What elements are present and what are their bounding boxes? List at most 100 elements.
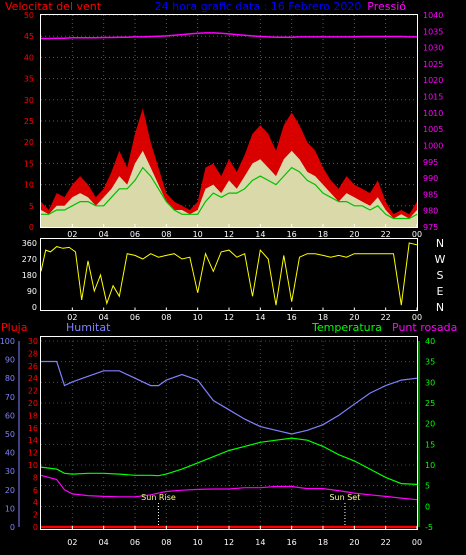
direction-tick-label: 360 (22, 239, 37, 248)
x-tick-label: 10 (193, 230, 203, 239)
temperature-axis-title: Temperatura (311, 321, 382, 334)
wind-tick-label: 0 (29, 223, 34, 232)
x-tick-label: 10 (193, 313, 203, 322)
humidity-tick-label: 90 (5, 356, 15, 365)
sunrise-marker-label: Sun Rise (141, 493, 176, 502)
x-tick-label: 22 (381, 313, 391, 322)
temperature-tick-label: 15 (425, 440, 435, 449)
humidity-tick-label: 70 (5, 393, 15, 402)
x-tick-label: 12 (224, 313, 234, 322)
x-tick-label: 12 (224, 230, 234, 239)
dew-point-line (40, 474, 418, 501)
rain-tick-label: 10 (28, 461, 38, 470)
chart-subtitle: 24 hora grafic data : 16 Febrero 2020 (155, 0, 362, 13)
pressure-tick-label: 1010 (423, 109, 443, 118)
pressure-tick-label: 990 (423, 174, 438, 183)
rain-axis-title: Pluja (1, 321, 27, 334)
x-tick-label: 16 (287, 230, 297, 239)
climate-panel: 0102030405060708090100024681012141618202… (0, 337, 435, 547)
x-tick-label: 22 (381, 230, 391, 239)
x-tick-label: 14 (255, 538, 265, 547)
rain-tick-label: 22 (28, 387, 38, 396)
wind-tick-label: 45 (24, 32, 34, 41)
rain-tick-label: 16 (28, 424, 38, 433)
x-tick-label: 18 (318, 313, 328, 322)
wind-axis-title: Velocitat del vent (5, 0, 102, 13)
wind-tick-label: 10 (24, 181, 34, 190)
compass-label: E (437, 285, 444, 298)
temperature-tick-label: 10 (425, 461, 435, 470)
x-tick-label: 18 (318, 230, 328, 239)
direction-tick-label: 90 (27, 287, 37, 296)
pressure-tick-label: 1030 (423, 44, 443, 53)
direction-tick-label: 270 (22, 255, 37, 264)
direction-tick-label: 0 (32, 303, 37, 312)
wind-tick-label: 30 (24, 96, 34, 105)
compass-label: S (437, 269, 444, 282)
wind-tick-label: 20 (24, 138, 34, 147)
x-tick-label: 10 (193, 538, 203, 547)
humidity-tick-label: 80 (5, 374, 15, 383)
temperature-line (40, 437, 418, 485)
x-tick-label: 12 (224, 538, 234, 547)
temperature-tick-label: 20 (425, 420, 435, 429)
rain-tick-label: 20 (28, 399, 38, 408)
pressure-tick-label: 1025 (423, 60, 443, 69)
climate-panel-frame (40, 336, 418, 530)
x-tick-label: 06 (130, 313, 140, 322)
rain-tick-label: 18 (28, 411, 38, 420)
pressure-tick-label: 985 (423, 190, 438, 199)
x-tick-label: 08 (161, 313, 171, 322)
pressure-axis-title: Pressió (367, 0, 406, 13)
pressure-tick-label: 975 (423, 223, 438, 232)
compass-label: N (436, 301, 444, 314)
temperature-tick-label: 5 (425, 482, 430, 491)
wind-tick-label: 5 (29, 202, 34, 211)
x-tick-label: 14 (255, 230, 265, 239)
x-tick-label: 04 (99, 538, 109, 547)
pressure-tick-label: 1040 (423, 11, 443, 20)
rain-tick-label: 26 (28, 362, 38, 371)
rain-tick-label: 8 (33, 473, 38, 482)
rain-tick-label: 24 (28, 374, 38, 383)
rain-tick-label: 2 (33, 511, 38, 520)
pressure-tick-label: 980 (423, 207, 438, 216)
humidity-tick-label: 0 (10, 523, 15, 532)
humidity-tick-label: 60 (5, 411, 15, 420)
wind-tick-label: 40 (24, 53, 34, 62)
x-tick-label: 08 (161, 538, 171, 547)
humidity-tick-label: 100 (0, 337, 15, 346)
compass-label: W (435, 253, 446, 266)
x-tick-label: 06 (130, 230, 140, 239)
dew-axis-title: Punt rosada (392, 321, 457, 334)
x-tick-label: 00 (412, 538, 422, 547)
humidity-tick-label: 50 (5, 430, 15, 439)
direction-panel-frame (40, 238, 418, 311)
x-tick-label: 08 (161, 230, 171, 239)
wind-panel-frame (40, 14, 418, 228)
temperature-tick-label: -5 (425, 523, 433, 532)
wind-panel: 0510152025303540455097598098599099510001… (24, 11, 444, 239)
x-tick-label: 00 (412, 313, 422, 322)
x-tick-label: 04 (99, 230, 109, 239)
wind-area (41, 150, 417, 227)
wind-tick-label: 15 (24, 159, 34, 168)
wind-tick-label: 50 (24, 11, 34, 20)
rain-tick-label: 30 (28, 337, 38, 346)
x-tick-label: 18 (318, 538, 328, 547)
rain-tick-label: 4 (33, 498, 38, 507)
x-tick-label: 20 (349, 230, 359, 239)
x-tick-label: 06 (130, 538, 140, 547)
x-tick-label: 04 (99, 313, 109, 322)
x-tick-label: 20 (349, 313, 359, 322)
sunset-marker-label: Sun Set (329, 493, 360, 502)
pressure-tick-label: 1015 (423, 93, 443, 102)
wind-tick-label: 25 (24, 117, 34, 126)
direction-tick-label: 180 (22, 271, 37, 280)
x-tick-label: 02 (67, 538, 77, 547)
x-tick-label: 02 (67, 230, 77, 239)
humidity-tick-label: 10 (5, 504, 15, 513)
temperature-tick-label: 0 (425, 502, 430, 511)
humidity-tick-label: 40 (5, 449, 15, 458)
